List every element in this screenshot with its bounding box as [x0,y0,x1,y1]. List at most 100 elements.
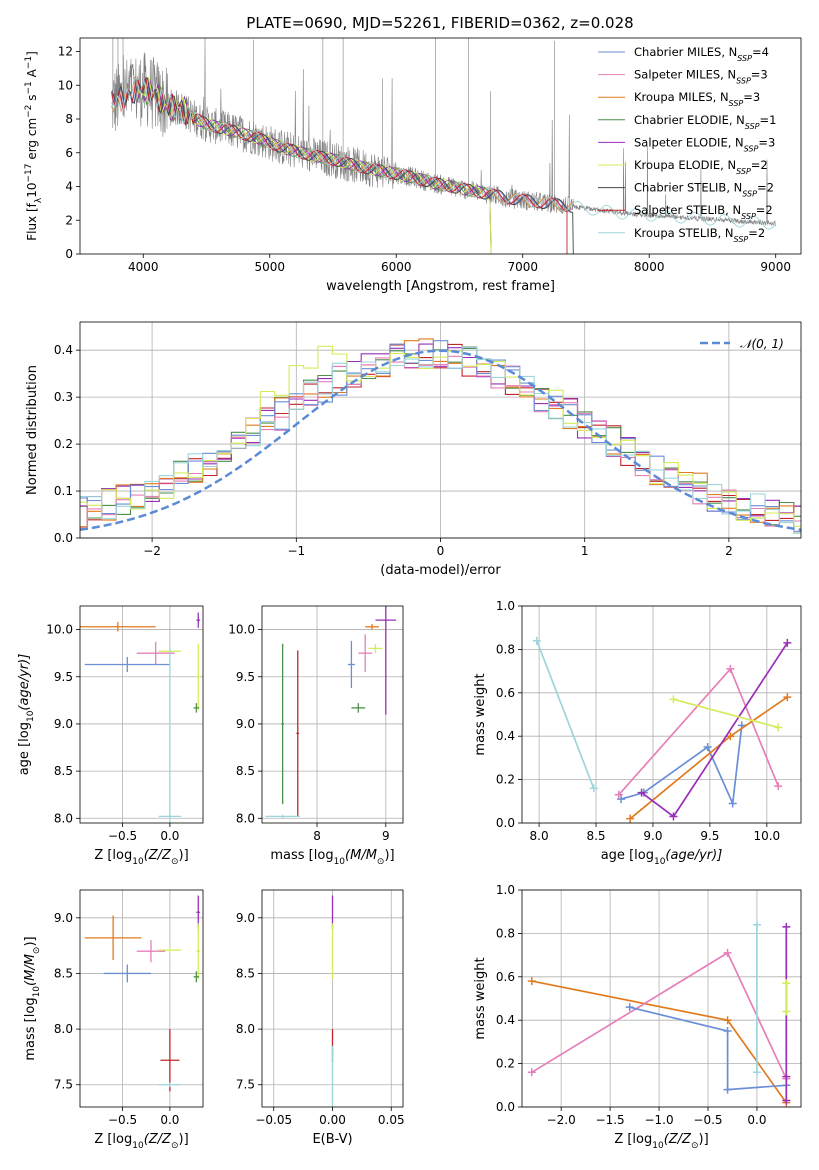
model-chabrier_miles [111,75,573,213]
x-tick-label: 0 [437,544,445,558]
y-tick-label: 2 [65,213,73,227]
weight-marker [723,1027,732,1036]
weight-marker [726,732,735,741]
weight-marker [532,636,541,645]
x-axis-label: age [log10(age/yr)] [601,848,723,867]
weight-marker [782,1007,791,1016]
y-tick-label: 7.5 [236,1078,255,1092]
y-tick-label: 0.8 [496,642,515,656]
x-tick-label: 8.5 [586,829,605,843]
x-tick-label: 9.5 [700,829,719,843]
x-tick-label: 0.05 [378,1113,405,1127]
panel-weight_vs_age: 8.0 8.5 9.0 9.5 10.0 0.0 0.2 0.4 0.6 0.8 1.0 age [l… [473,599,802,867]
x-tick-label: −0.5 [693,1113,722,1127]
weight-marker [669,695,678,704]
axes-frame [79,889,204,1108]
x-axis-label: E(B-V) [312,1132,352,1147]
weight-marker [637,788,646,797]
y-tick-label: 0.0 [496,1100,515,1114]
model-kroupa_stelib [111,76,777,230]
y-tick-label: 0.0 [496,816,515,830]
y-tick-label: 9.5 [236,670,255,684]
axes-frame [521,889,802,1108]
x-axis-label: mass [log10(M/M⊙)] [270,848,394,867]
histogram-salpeter_miles [80,355,801,529]
y-tick-label: 9.0 [236,911,255,925]
y-tick-label: 0.6 [496,970,515,984]
observed-spectrum [111,38,776,227]
legend-label: Kroupa STELIB, NSSP=2 [634,226,765,244]
panel-age_vs_z: −0.5 0.0 8.0 8.5 9.0 9.5 10.0 Z [log10(Z/Z⊙)] ag… [17,605,204,867]
plot-area [111,38,777,254]
x-axis-label: Z [log10(Z/Z⊙)] [614,1132,708,1151]
model-chabrier_elodie [136,82,492,254]
legend-label: Kroupa MILES, NSSP=3 [634,90,760,108]
panel-ebv: −0.05 0.00 0.05 7.5 8.0 8.5 9.0 E(B-V) [236,889,405,1147]
legend-label: Chabrier STELIB, NSSP=2 [634,181,774,199]
x-tick-label: 4000 [128,260,159,274]
plot-area [527,920,791,1107]
weight-marker [723,1016,732,1025]
y-tick-label: 0.0 [54,531,73,545]
weight-marker [728,799,737,808]
weight-marker [782,1096,791,1105]
panel-age_vs_mass: 8 9 8.0 8.5 9.0 9.5 10.0 mass [log10(M/M⊙)] [228,605,404,867]
y-tick-label: 9.0 [236,717,255,731]
x-axis-label: Z [log10(Z/Z⊙)] [94,1132,188,1151]
x-axis-label: wavelength [Angstrom, rest frame] [326,279,555,294]
weight-marker [625,1003,634,1012]
model-kroupa_elodie [136,75,492,254]
weight-line-kroupa_miles [629,696,788,820]
x-tick-label: 0.0 [160,1113,179,1127]
y-tick-label: 0.1 [54,484,73,498]
x-tick-label: 8.0 [530,829,549,843]
x-tick-label: −0.5 [108,829,137,843]
model-salpeter_stelib [111,77,568,254]
figure-title: PLATE=0690, MJD=52261, FIBERID=0362, z=0… [246,14,633,32]
weight-marker [774,723,783,732]
y-tick-label: 8 [65,112,73,126]
y-axis-label: age [log10(age/yr)] [17,654,36,776]
x-tick-label: 6000 [381,260,412,274]
x-tick-label: −2 [143,544,161,558]
y-tick-label: 4 [65,180,73,194]
weight-marker [527,977,536,986]
y-tick-label: 0.4 [496,1013,515,1027]
legend-label: Salpeter STELIB, NSSP=2 [634,203,773,221]
y-tick-label: 8.5 [54,764,73,778]
weight-marker [703,743,712,752]
axes-frame [79,605,204,824]
x-tick-label: 0.0 [160,829,179,843]
y-tick-label: 0.2 [496,1057,515,1071]
y-tick-label: 8.5 [236,764,255,778]
y-tick-label: 8.0 [54,1022,73,1036]
histogram-kroupa_miles [80,338,801,534]
y-tick-label: 0.6 [496,686,515,700]
x-tick-label: 9000 [760,260,791,274]
y-axis-label: mass weight [473,673,488,755]
x-tick-label: 9 [382,829,390,843]
axes-frame [521,605,802,824]
weight-marker [617,795,626,804]
y-tick-label: 8.5 [54,966,73,980]
axes-frame [261,889,404,1108]
legend-label: Salpeter MILES, NSSP=3 [634,68,768,86]
legend-label: Kroupa ELODIE, NSSP=2 [634,158,768,176]
x-tick-label: 10.0 [753,829,780,843]
axes-frame [261,605,404,824]
weight-marker [783,693,792,702]
normal-curve [80,349,801,532]
y-tick-label: 10.0 [228,623,255,637]
y-tick-label: 0.2 [496,773,515,787]
y-tick-label: 9.0 [54,911,73,925]
x-tick-label: 8000 [634,260,665,274]
weight-line-chabrier_miles [620,725,743,807]
y-tick-label: 8.0 [236,1022,255,1036]
weight-marker [782,922,791,931]
axes-frame [79,37,802,255]
y-tick-label: 8.0 [54,811,73,825]
y-tick-label: 0.3 [54,390,73,404]
legend-label: Chabrier MILES, NSSP=4 [634,45,769,63]
x-tick-label: −0.5 [108,1113,137,1127]
x-tick-label: 0.00 [319,1113,346,1127]
